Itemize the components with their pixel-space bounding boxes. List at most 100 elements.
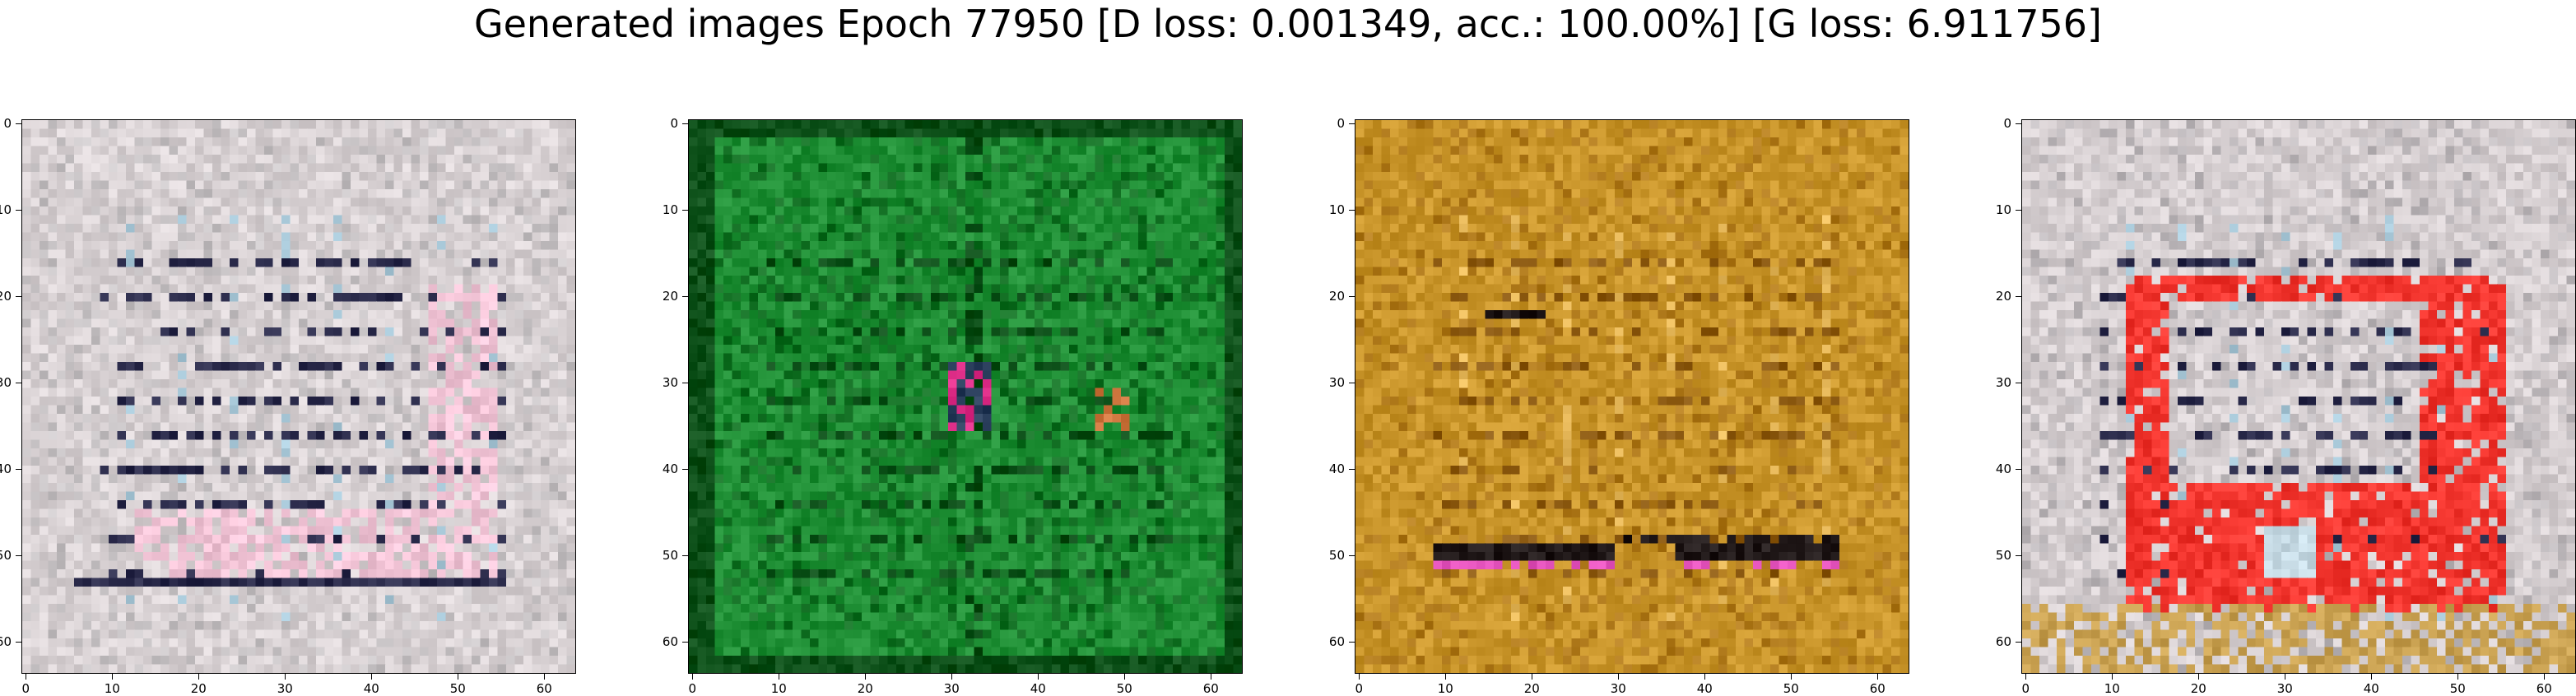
x-tick: [2544, 674, 2546, 680]
y-tick-label: 10: [1328, 202, 1345, 218]
y-tick-label: 40: [662, 462, 678, 477]
y-tick-label: 30: [1328, 375, 1345, 391]
x-tick: [951, 674, 953, 680]
x-tick-label: 0: [1355, 681, 1364, 696]
y-tick-label: 20: [1995, 289, 2011, 304]
y-tick: [2016, 469, 2021, 471]
x-tick: [2457, 674, 2459, 680]
y-tick: [16, 123, 21, 125]
y-tick-label: 40: [1328, 462, 1345, 477]
x-tick: [692, 674, 694, 680]
x-tick-label: 20: [2190, 681, 2206, 696]
x-tick-label: 10: [770, 681, 787, 696]
y-tick-label: 50: [662, 548, 678, 564]
x-tick: [2025, 674, 2027, 680]
x-tick-label: 50: [449, 681, 466, 696]
y-tick: [682, 296, 688, 298]
x-tick-label: 0: [688, 681, 697, 696]
x-tick-label: 30: [2276, 681, 2293, 696]
y-tick-label: 50: [1328, 548, 1345, 564]
y-tick: [2016, 642, 2021, 643]
y-tick: [1349, 123, 1355, 125]
x-tick: [2198, 674, 2200, 680]
y-tick: [682, 123, 688, 125]
generated-image-2: [688, 119, 1243, 674]
x-tick-label: 50: [2449, 681, 2466, 696]
x-tick: [112, 674, 114, 680]
x-tick-label: 60: [536, 681, 552, 696]
y-tick-label: 20: [1328, 289, 1345, 304]
y-tick-label: 50: [0, 548, 12, 564]
x-tick-label: 20: [1523, 681, 1540, 696]
x-tick: [1445, 674, 1447, 680]
y-tick-label: 40: [0, 462, 12, 477]
y-tick-label: 60: [662, 634, 678, 650]
y-tick-label: 10: [662, 202, 678, 218]
x-tick-label: 40: [1030, 681, 1046, 696]
x-tick-label: 10: [2104, 681, 2120, 696]
generated-image-1-pixels: [22, 120, 575, 673]
y-tick: [1349, 296, 1355, 298]
x-tick-label: 30: [943, 681, 960, 696]
y-tick-label: 10: [0, 202, 12, 218]
generated-image-2-pixels: [689, 120, 1242, 673]
x-tick-label: 10: [104, 681, 120, 696]
x-tick: [371, 674, 373, 680]
y-tick: [16, 210, 21, 211]
x-tick-label: 40: [1696, 681, 1713, 696]
y-tick-label: 0: [670, 116, 678, 132]
y-tick-label: 60: [1328, 634, 1345, 650]
y-tick-label: 20: [0, 289, 12, 304]
x-tick-label: 30: [277, 681, 293, 696]
x-tick: [1791, 674, 1793, 680]
x-tick-label: 20: [857, 681, 873, 696]
x-tick-label: 60: [1869, 681, 1886, 696]
x-tick-label: 40: [363, 681, 379, 696]
y-tick-label: 0: [3, 116, 12, 132]
y-tick-label: 40: [1995, 462, 2011, 477]
y-tick: [16, 642, 21, 643]
x-tick: [544, 674, 546, 680]
generated-image-3: [1355, 119, 1909, 674]
x-tick: [1038, 674, 1039, 680]
y-tick-label: 30: [662, 375, 678, 391]
y-tick: [682, 469, 688, 471]
figure-title: Generated images Epoch 77950 [D loss: 0.…: [473, 2, 2103, 46]
generated-image-4-pixels: [2022, 120, 2575, 673]
y-tick: [2016, 296, 2021, 298]
y-tick-label: 20: [662, 289, 678, 304]
y-tick: [1349, 642, 1355, 643]
x-tick-label: 50: [1116, 681, 1132, 696]
generated-image-1: [21, 119, 576, 674]
x-tick-label: 0: [2021, 681, 2030, 696]
y-tick: [1349, 469, 1355, 471]
y-tick: [2016, 555, 2021, 557]
y-tick-label: 60: [1995, 634, 2011, 650]
x-tick: [285, 674, 286, 680]
generated-image-4: [2021, 119, 2576, 674]
x-tick: [2112, 674, 2113, 680]
x-tick: [865, 674, 867, 680]
y-tick: [16, 296, 21, 298]
x-tick-label: 20: [190, 681, 207, 696]
y-tick: [1349, 555, 1355, 557]
x-tick: [198, 674, 200, 680]
y-tick: [16, 555, 21, 557]
y-tick-label: 30: [0, 375, 12, 391]
x-tick: [1704, 674, 1706, 680]
y-tick-label: 0: [1337, 116, 1345, 132]
x-tick: [1877, 674, 1879, 680]
x-tick-label: 0: [21, 681, 30, 696]
x-tick: [2371, 674, 2373, 680]
y-tick: [1349, 210, 1355, 211]
y-tick: [682, 555, 688, 557]
y-tick-label: 60: [0, 634, 12, 650]
y-tick: [2016, 210, 2021, 211]
y-tick: [2016, 123, 2021, 125]
y-tick: [16, 469, 21, 471]
x-tick: [1618, 674, 1620, 680]
x-tick-label: 30: [1610, 681, 1626, 696]
x-tick-label: 10: [1437, 681, 1453, 696]
y-tick-label: 10: [1995, 202, 2011, 218]
x-tick: [1124, 674, 1126, 680]
